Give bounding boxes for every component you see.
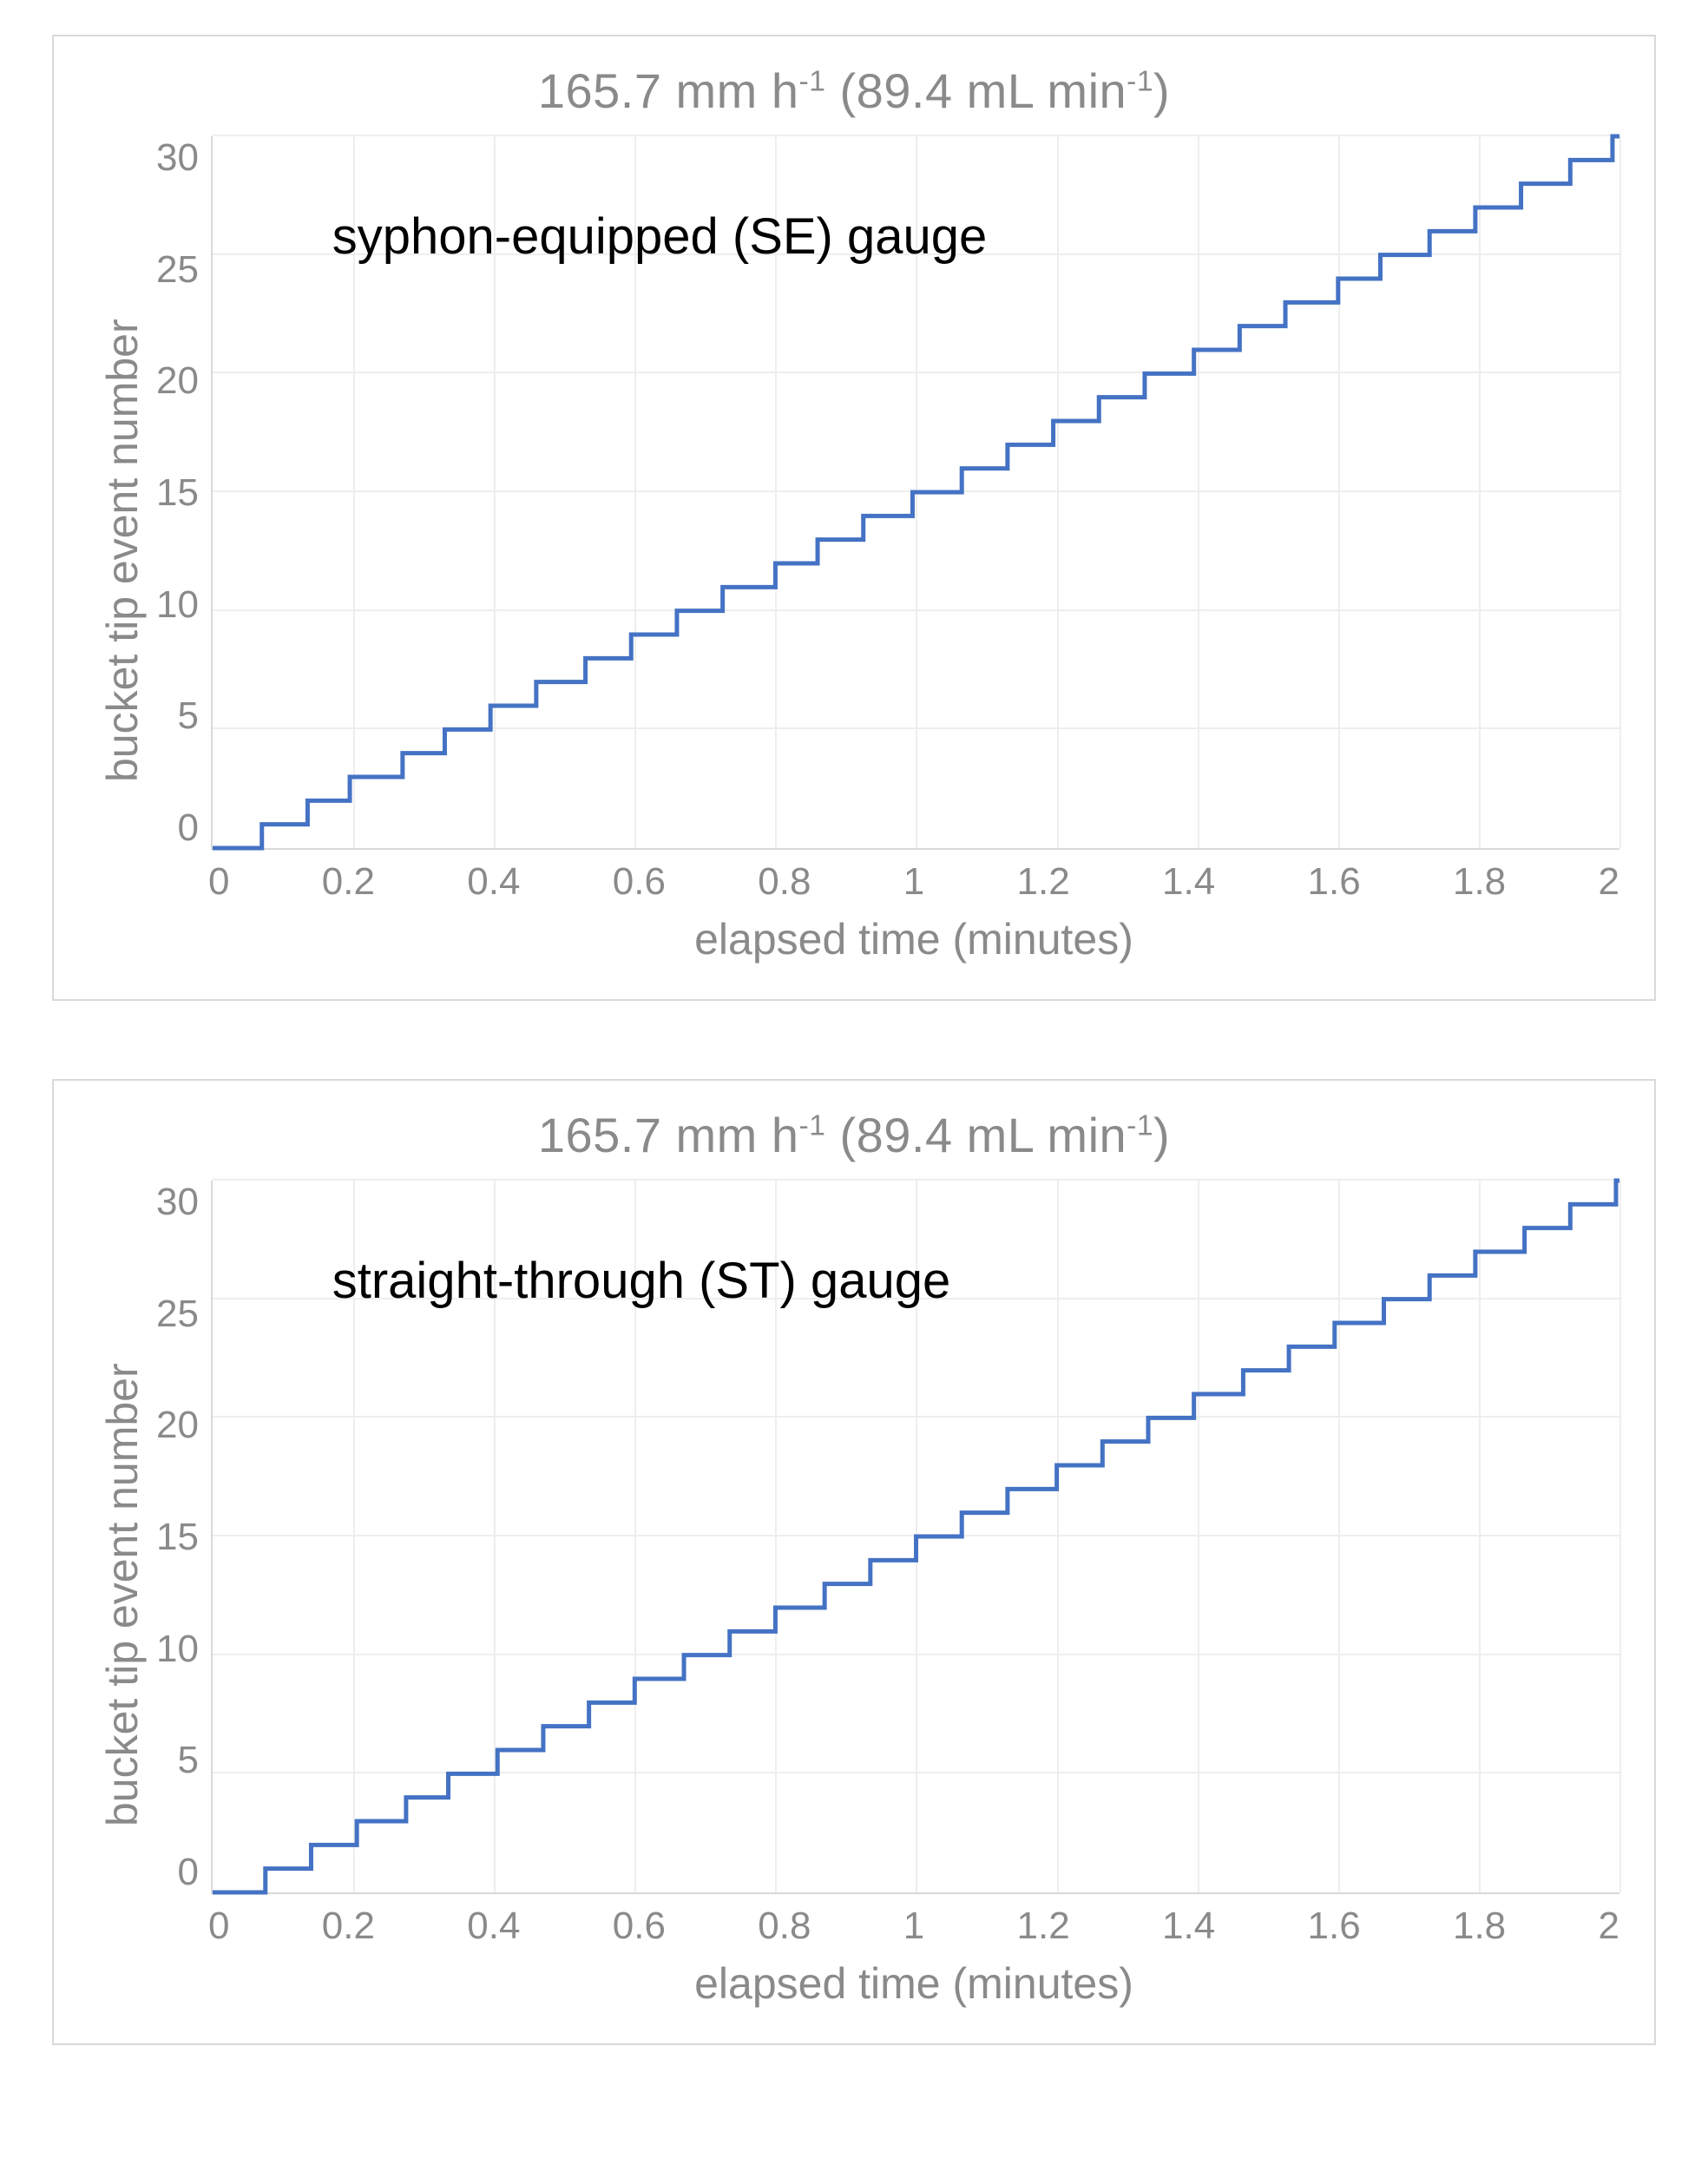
plot-area: straight-through (ST) gauge bbox=[211, 1181, 1619, 1894]
gridline-v bbox=[1619, 1181, 1621, 1892]
x-tick-label: 0.4 bbox=[467, 860, 520, 904]
y-tick-label: 15 bbox=[156, 471, 199, 515]
y-tick-label: 20 bbox=[156, 1404, 199, 1447]
plot-column: 302520151050 straight-through (ST) gauge… bbox=[156, 1181, 1619, 2009]
page: 165.7 mm h-1 (89.4 mL min-1) bucket tip … bbox=[0, 0, 1708, 2158]
y-tick-label: 25 bbox=[156, 1293, 199, 1336]
x-tick-label: 1 bbox=[903, 860, 924, 904]
y-tick-label: 5 bbox=[177, 694, 198, 738]
x-ticks: 0 0.2 0.4 0.6 0.8 1 1.2 1.4 1.6 1.8 2 bbox=[208, 1894, 1619, 1948]
y-ticks: 30 25 20 15 10 5 0 bbox=[156, 136, 211, 850]
x-tick-label: 2 bbox=[1598, 1905, 1619, 1948]
y-tick-label: 15 bbox=[156, 1516, 199, 1559]
spacer bbox=[156, 1894, 208, 2009]
y-tick-label: 10 bbox=[156, 583, 199, 627]
x-tick-label: 0 bbox=[208, 1905, 229, 1948]
x-tick-label: 0 bbox=[208, 860, 229, 904]
x-tick-label: 1.8 bbox=[1453, 860, 1506, 904]
x-ticks: 0 0.2 0.4 0.6 0.8 1 1.2 1.4 1.6 1.8 2 bbox=[208, 850, 1619, 904]
y-tick-label: 30 bbox=[156, 136, 199, 180]
plot-area: syphon-equipped (SE) gauge bbox=[211, 136, 1619, 850]
y-tick-label: 0 bbox=[177, 806, 198, 850]
y-tick-label: 30 bbox=[156, 1181, 199, 1224]
y-tick-label: 25 bbox=[156, 248, 199, 292]
x-tick-label: 0.6 bbox=[613, 860, 666, 904]
chart-body: bucket tip event number 302520151050 syp… bbox=[89, 136, 1619, 964]
gridline-v bbox=[1619, 136, 1621, 848]
x-tick-label: 0.2 bbox=[322, 1905, 375, 1948]
x-tick-label: 1.4 bbox=[1162, 860, 1215, 904]
x-tick-label: 1.8 bbox=[1453, 1905, 1506, 1948]
y-tick-label: 0 bbox=[177, 1851, 198, 1894]
chart-inset-label: syphon-equipped (SE) gauge bbox=[332, 207, 988, 266]
spacer bbox=[156, 850, 208, 964]
x-tick-label: 1.6 bbox=[1308, 1905, 1361, 1948]
x-tick-label: 1.2 bbox=[1017, 1905, 1070, 1948]
x-tick-label: 0.2 bbox=[322, 860, 375, 904]
chart-panel-se: 165.7 mm h-1 (89.4 mL min-1) bucket tip … bbox=[52, 35, 1656, 1001]
x-tick-label: 1.2 bbox=[1017, 860, 1070, 904]
y-ticks: 30 25 20 15 10 5 0 bbox=[156, 1181, 211, 1894]
y-axis-label: bucket tip event number bbox=[89, 1181, 156, 2009]
x-tick-label: 0.6 bbox=[613, 1905, 666, 1948]
chart-body: bucket tip event number 302520151050 str… bbox=[89, 1181, 1619, 2009]
y-axis-label: bucket tip event number bbox=[89, 136, 156, 964]
chart-panel-st: 165.7 mm h-1 (89.4 mL min-1) bucket tip … bbox=[52, 1079, 1656, 2045]
y-tick-label: 10 bbox=[156, 1628, 199, 1671]
plot-column: 302520151050 syphon-equipped (SE) gauge … bbox=[156, 136, 1619, 964]
y-tick-label: 20 bbox=[156, 359, 199, 403]
x-tick-label: 1.6 bbox=[1308, 860, 1361, 904]
chart-title: 165.7 mm h-1 (89.4 mL min-1) bbox=[89, 1107, 1619, 1163]
x-axis-label: elapsed time (minutes) bbox=[208, 1948, 1619, 2009]
x-tick-label: 1.4 bbox=[1162, 1905, 1215, 1948]
x-tick-label: 0.8 bbox=[758, 1905, 811, 1948]
x-tick-label: 1 bbox=[903, 1905, 924, 1948]
y-tick-label: 5 bbox=[177, 1739, 198, 1782]
x-tick-label: 0.4 bbox=[467, 1905, 520, 1948]
x-tick-label: 0.8 bbox=[758, 860, 811, 904]
x-tick-label: 2 bbox=[1598, 860, 1619, 904]
chart-title: 165.7 mm h-1 (89.4 mL min-1) bbox=[89, 63, 1619, 119]
plot-row: 30 25 20 15 10 5 0 straight-through (ST) gauge bbox=[156, 1181, 1619, 1894]
x-axis-label: elapsed time (minutes) bbox=[208, 904, 1619, 964]
chart-inset-label: straight-through (ST) gauge bbox=[332, 1252, 950, 1310]
plot-row: 30 25 20 15 10 5 0 syphon-equipped (SE) gauge bbox=[156, 136, 1619, 850]
